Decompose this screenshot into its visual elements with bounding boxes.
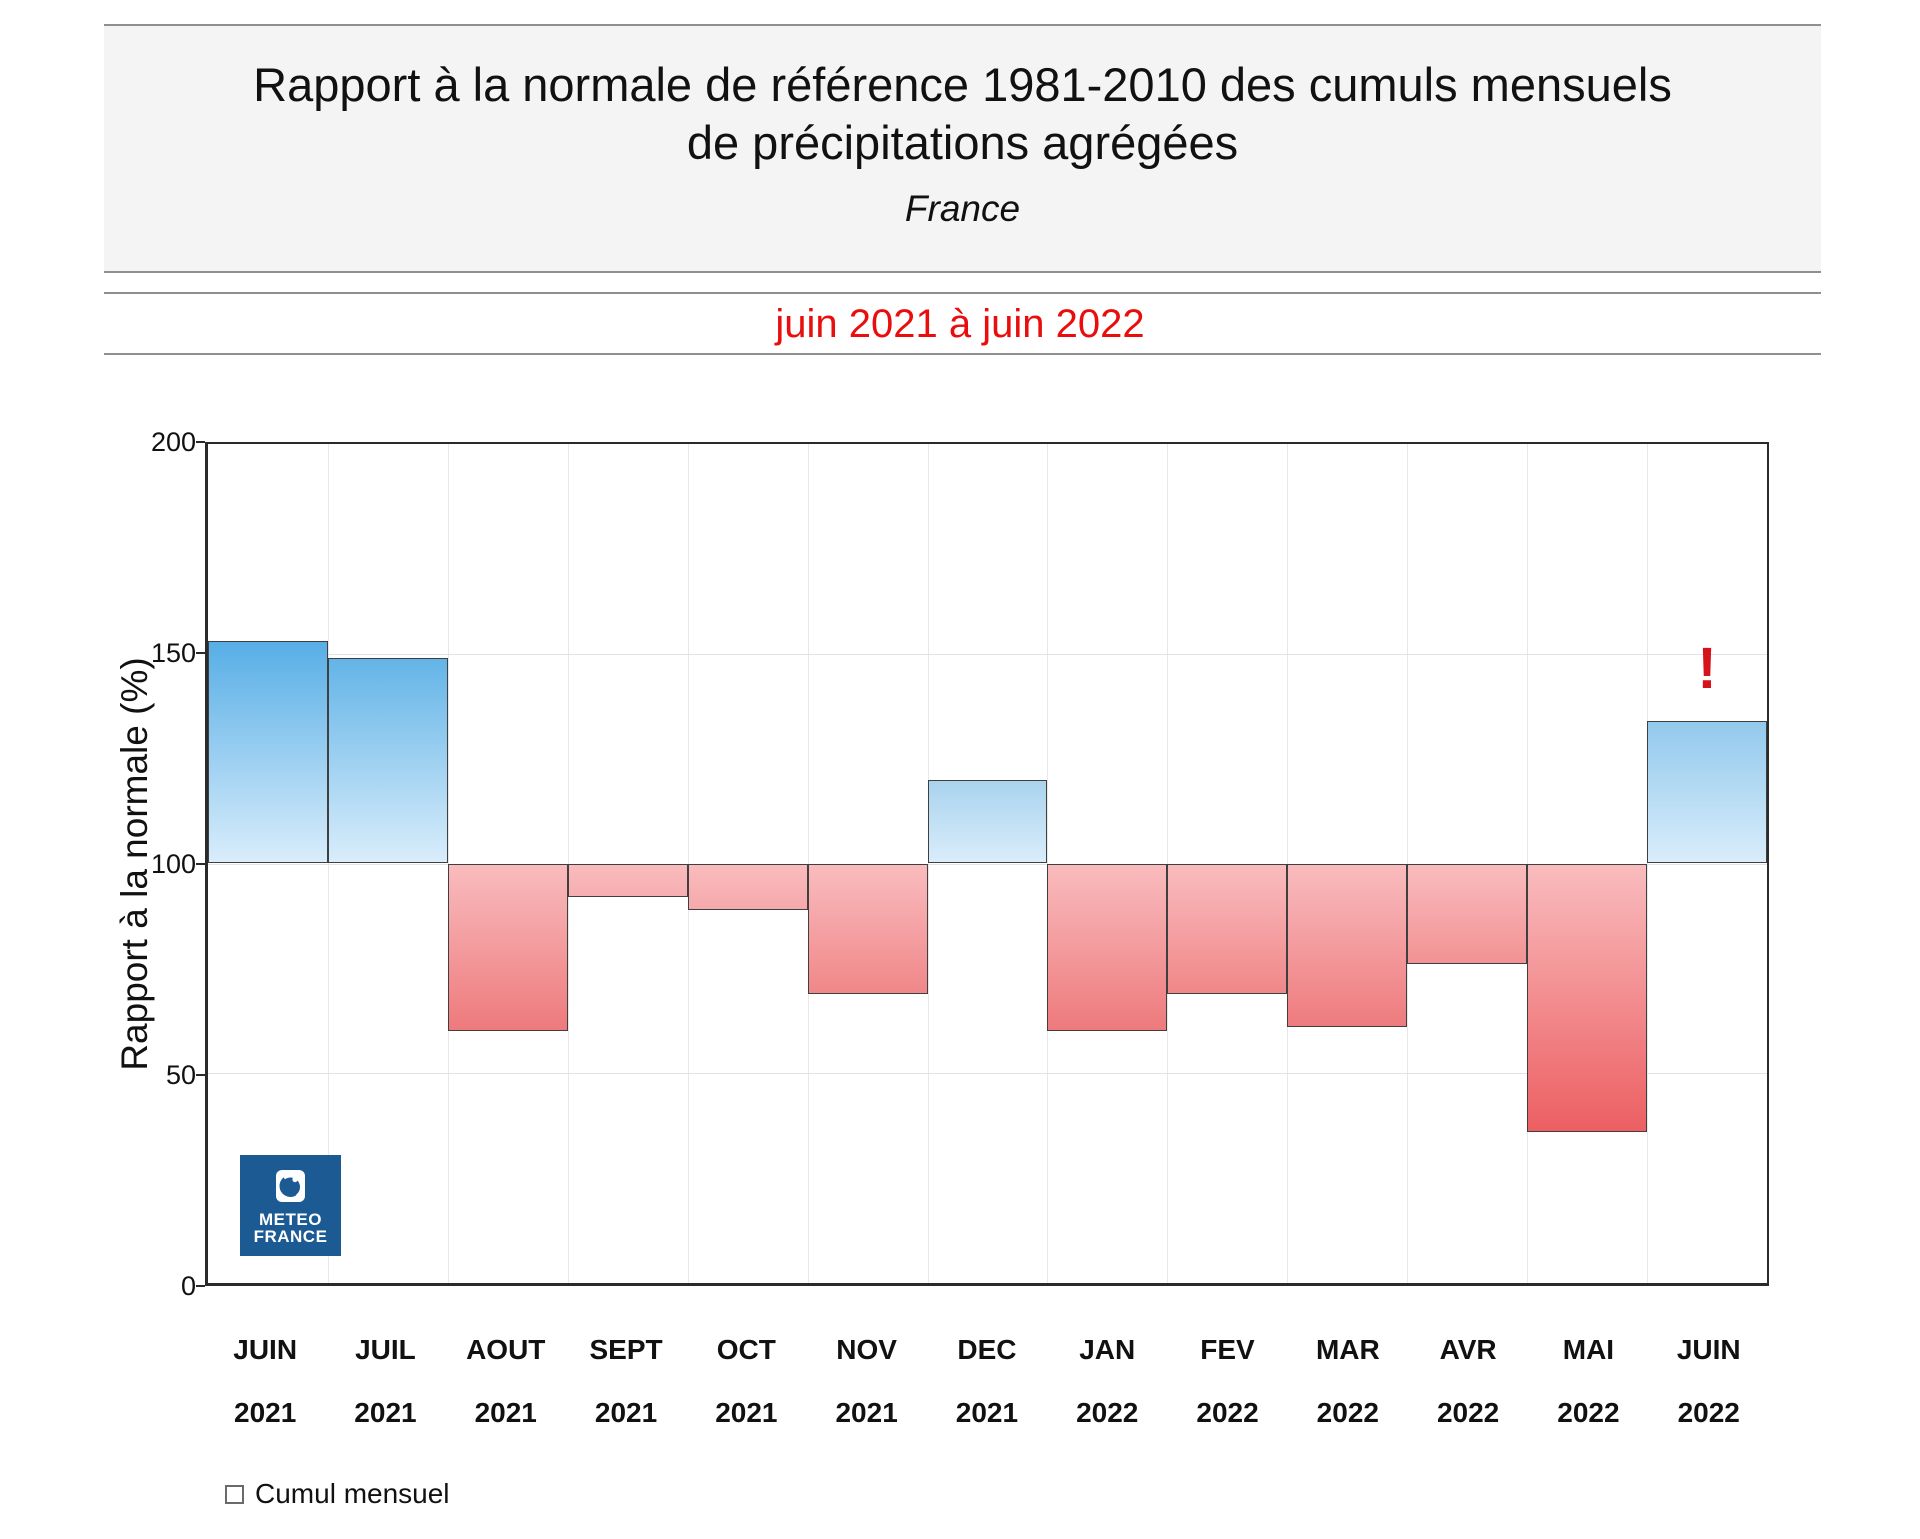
x-label-month: MAR bbox=[1315, 1334, 1380, 1365]
x-label-nov-2021: NOV 2021 bbox=[806, 1333, 926, 1430]
bar-juin-2022 bbox=[1647, 720, 1767, 864]
bar-juin-2021 bbox=[208, 641, 328, 864]
meteo-france-logo-icon bbox=[240, 1155, 341, 1256]
y-tick-label: 150 bbox=[150, 638, 196, 668]
x-label-juin-2021: JUIN 2021 bbox=[205, 1333, 325, 1430]
title-box: Rapport à la normale de référence 1981-2… bbox=[104, 24, 1821, 273]
x-label-year: 2022 bbox=[1436, 1397, 1500, 1428]
x-label-year: 2021 bbox=[835, 1397, 898, 1428]
region-subtitle: France bbox=[904, 188, 1021, 229]
x-axis-labels: JUIN 2021 JUIL 2021 AOUT 2021 SEPT 2021 OCT 2021 N… bbox=[205, 1333, 1769, 1430]
bar-mai-2022 bbox=[1527, 863, 1648, 1132]
x-label-dec-2021: DEC 2021 bbox=[927, 1333, 1047, 1430]
x-label-month: SEPT bbox=[589, 1334, 663, 1365]
y-tick-label: 200 bbox=[150, 427, 196, 457]
plot-area: METEO FRANCE ! bbox=[205, 442, 1769, 1286]
x-label-year: 2021 bbox=[955, 1397, 1019, 1428]
meteo-france-logo: METEO FRANCE bbox=[240, 1155, 341, 1256]
horizontal-rule bbox=[104, 292, 1821, 294]
x-label-month: AOUT bbox=[466, 1334, 546, 1365]
x-label-year: 2022 bbox=[1316, 1397, 1379, 1428]
x-label-year: 2021 bbox=[354, 1397, 417, 1428]
bar-jan-2022 bbox=[1047, 863, 1168, 1032]
legend-checkbox[interactable] bbox=[225, 1484, 244, 1504]
x-label-year: 2021 bbox=[594, 1397, 658, 1428]
horizontal-gridline bbox=[208, 863, 1767, 865]
page-title-line1: Rapport à la normale de référence 1981-2… bbox=[253, 58, 1672, 111]
bar-dec-2021 bbox=[927, 779, 1048, 864]
x-label-month: JUIL bbox=[355, 1334, 416, 1365]
x-label-juil-2021: JUIL 2021 bbox=[325, 1333, 445, 1430]
x-label-year: 2022 bbox=[1677, 1397, 1740, 1428]
y-tick-label: 0 bbox=[180, 1271, 196, 1301]
x-label-aout-2021: AOUT 2021 bbox=[446, 1333, 566, 1430]
y-tick-mark bbox=[196, 863, 205, 865]
bar-juil-2021 bbox=[327, 657, 448, 864]
x-label-oct-2021: OCT 2021 bbox=[686, 1333, 806, 1430]
x-label-juin-2022: JUIN 2022 bbox=[1649, 1333, 1769, 1430]
x-label-year: 2022 bbox=[1076, 1397, 1139, 1428]
bar-aout-2021 bbox=[447, 863, 568, 1032]
x-label-year: 2022 bbox=[1196, 1397, 1259, 1428]
x-label-month: AVR bbox=[1439, 1334, 1497, 1365]
logo-text-meteo: METEO bbox=[259, 1210, 322, 1229]
y-tick-label: 50 bbox=[165, 1060, 196, 1090]
horizontal-rule bbox=[104, 353, 1821, 355]
bar-fev-2022 bbox=[1167, 863, 1288, 994]
x-label-month: DEC bbox=[957, 1334, 1017, 1365]
horizontal-gridline bbox=[208, 1073, 1767, 1075]
y-tick-mark bbox=[196, 1074, 205, 1076]
x-label-month: JUIN bbox=[233, 1334, 298, 1365]
x-label-fev-2022: FEV 2022 bbox=[1167, 1333, 1287, 1430]
y-tick-mark bbox=[196, 1285, 205, 1287]
x-label-year: 2021 bbox=[474, 1397, 537, 1428]
x-label-month: NOV bbox=[836, 1334, 897, 1365]
x-label-jan-2022: JAN 2022 bbox=[1047, 1333, 1167, 1430]
bar-nov-2021 bbox=[807, 863, 928, 994]
alert-exclamation-mark: ! bbox=[1697, 636, 1717, 701]
y-tick-label: 100 bbox=[150, 849, 196, 879]
x-label-mai-2022: MAI 2022 bbox=[1528, 1333, 1648, 1430]
legend: Cumul mensuel bbox=[225, 1478, 450, 1510]
x-label-month: JAN bbox=[1079, 1334, 1136, 1365]
x-label-avr-2022: AVR 2022 bbox=[1408, 1333, 1528, 1430]
x-label-year: 2021 bbox=[234, 1397, 297, 1428]
x-label-year: 2022 bbox=[1557, 1397, 1620, 1428]
x-label-month: FEV bbox=[1200, 1334, 1255, 1365]
y-tick-mark bbox=[196, 441, 205, 443]
x-label-year: 2021 bbox=[715, 1397, 778, 1428]
x-label-sept-2021: SEPT 2021 bbox=[566, 1333, 686, 1430]
y-tick-mark bbox=[196, 652, 205, 654]
bar-mar-2022 bbox=[1287, 863, 1408, 1028]
x-label-mar-2022: MAR 2022 bbox=[1288, 1333, 1408, 1430]
x-label-month: JUIN bbox=[1676, 1334, 1741, 1365]
x-label-month: OCT bbox=[716, 1334, 776, 1365]
x-label-month: MAI bbox=[1562, 1334, 1615, 1365]
bar-sept-2021 bbox=[567, 863, 688, 898]
legend-label: Cumul mensuel bbox=[255, 1478, 450, 1509]
logo-text-france: FRANCE bbox=[253, 1227, 328, 1246]
bar-avr-2022 bbox=[1407, 863, 1528, 965]
horizontal-gridline bbox=[208, 653, 1767, 655]
page-title-line2: de précipitations agrégées bbox=[686, 116, 1239, 169]
period-subtitle: juin 2021 à juin 2022 bbox=[775, 302, 1145, 346]
bar-oct-2021 bbox=[687, 863, 808, 910]
